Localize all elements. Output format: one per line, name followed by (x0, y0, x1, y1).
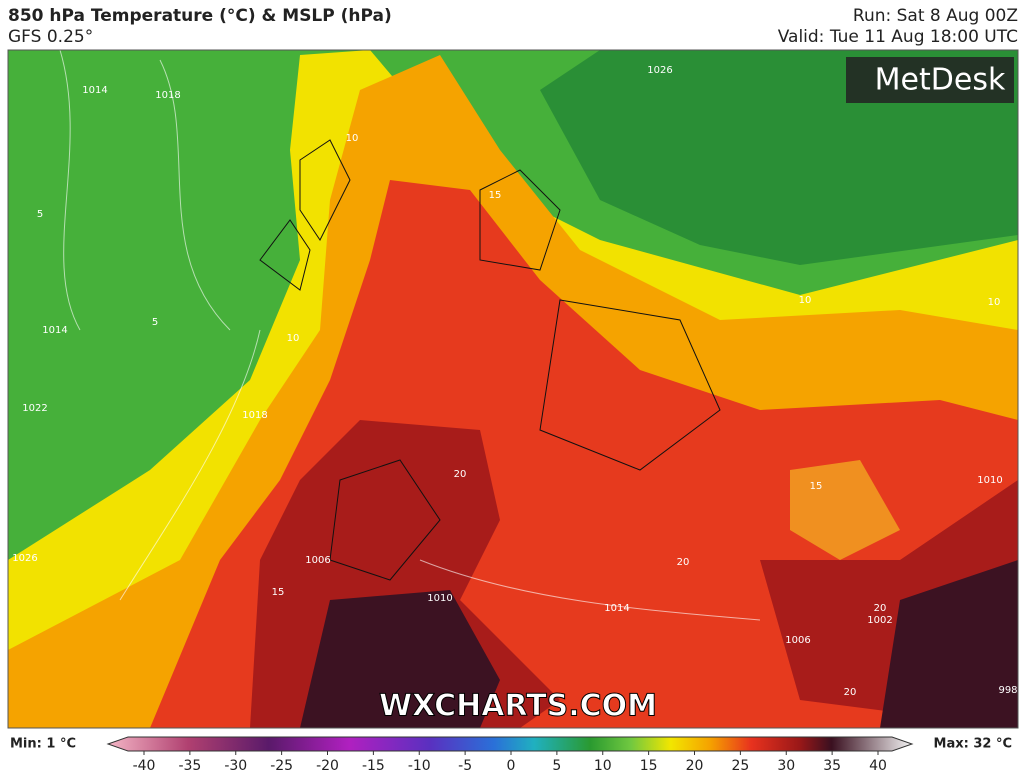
contour-label: 20 (677, 557, 690, 568)
colorbar-tick-label: -20 (316, 758, 339, 774)
colorbar-tick-label: 5 (552, 758, 561, 774)
contour-label: 10 (287, 333, 300, 344)
contour-label: 15 (489, 190, 502, 201)
max-label: Max: 32 °C (934, 737, 1012, 752)
contour-label: 1010 (977, 475, 1002, 486)
map: 1014 101810141022102610181006101010141006… (8, 50, 1018, 728)
contour-label: 10 (799, 295, 812, 306)
colorbar-tick-label: -30 (224, 758, 247, 774)
contour-label: 15 (272, 587, 285, 598)
contour-label: 10 (346, 133, 359, 144)
contour-label: 1018 (155, 90, 180, 101)
colorbar-tick-label: 0 (507, 758, 516, 774)
contour-label: 998 (998, 685, 1017, 696)
contour-label: 1006 (785, 635, 810, 646)
valid-time: Valid: Tue 11 Aug 18:00 UTC (778, 27, 1018, 47)
min-label: Min: 1 °C (10, 737, 76, 752)
colorbar-tick-label: 10 (594, 758, 612, 774)
colorbar-tick-label: 25 (731, 758, 749, 774)
colorbar (106, 736, 914, 752)
colorbar-tick-label: 15 (640, 758, 658, 774)
colorbar-tick-label: 20 (686, 758, 704, 774)
colorbar-tick-label: -10 (408, 758, 431, 774)
contour-label: 10 (988, 297, 1001, 308)
contour-label: 5 (37, 209, 43, 220)
map-frame (7, 49, 1019, 729)
colorbar-tick-label: -5 (458, 758, 472, 774)
watermark: WXCHARTS.COM (379, 689, 657, 724)
contour-label: 1026 (12, 553, 37, 564)
run-time: Run: Sat 8 Aug 00Z (853, 6, 1018, 26)
contour-label: 1026 (647, 65, 672, 76)
colorbar-tick-label: 35 (823, 758, 841, 774)
contour-label: 20 (874, 603, 887, 614)
contour-label: 1014 (82, 85, 107, 96)
colorbar-tick-label: -15 (362, 758, 385, 774)
contour-label: 20 (454, 469, 467, 480)
contour-label: 1002 (867, 615, 892, 626)
contour-label: 15 (810, 481, 823, 492)
contour-label: 1010 (427, 593, 452, 604)
colorbar-tick-label: 40 (869, 758, 887, 774)
title: 850 hPa Temperature (°C) & MSLP (hPa) (8, 6, 392, 26)
contour-label: 20 (844, 687, 857, 698)
colorbar-tick-label: 30 (777, 758, 795, 774)
colorbar-tick-label: -35 (178, 758, 201, 774)
contour-label: 5 (152, 317, 158, 328)
colorbar-tick-label: -40 (133, 758, 156, 774)
contour-label: 1006 (305, 555, 330, 566)
contour-label: 1022 (22, 403, 47, 414)
contour-label: 1014 (42, 325, 67, 336)
model: GFS 0.25° (8, 27, 93, 47)
colorbar-tick-label: -25 (270, 758, 293, 774)
contour-label: 1014 (604, 603, 629, 614)
contour-label: 1018 (242, 410, 267, 421)
logo: MetDesk (875, 63, 1006, 98)
